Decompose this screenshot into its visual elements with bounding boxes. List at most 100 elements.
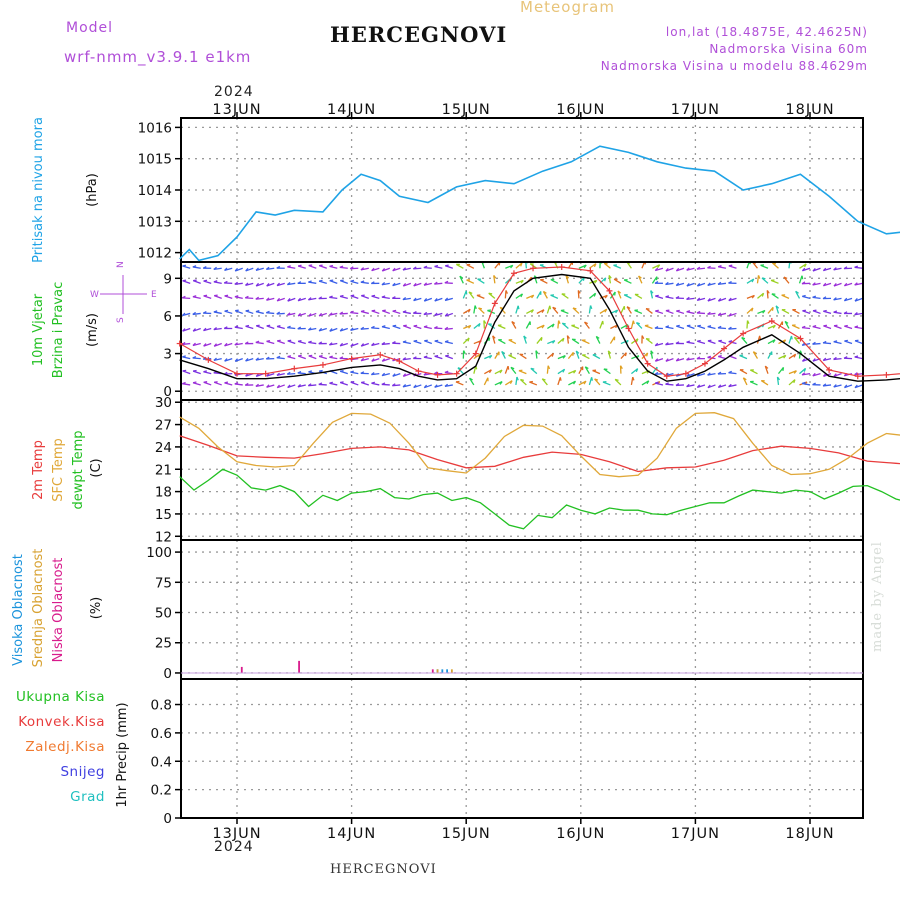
wind-arrow-head [790,263,792,264]
wind-arrow-head [604,308,608,313]
wind-arrow-head [886,328,889,330]
wind-arrow-head [686,340,691,343]
wind-arrow-head [802,294,806,297]
wind-arrow-head [297,312,302,317]
wind-arrow-head [255,383,259,387]
y-tick-label: 21 [155,462,172,478]
wind-arrow-head [329,312,333,316]
wind-arrow-head [728,312,732,317]
wind-arrow-head [172,265,175,266]
wind-arrow-head [423,265,428,269]
wind-arrow-head [886,297,889,299]
wind-arrow-head [213,310,218,313]
wind-arrow-head [665,281,669,286]
wind-arrow-head [593,263,597,268]
wind-arrow-head [392,282,396,287]
wind-arrow-head [444,280,449,284]
wind-arrow-head [547,365,551,370]
wind-arrow-head [468,325,472,329]
wind-arrow-head [213,327,217,331]
panel-frame [180,117,864,263]
wind-arrow-head [876,355,879,356]
wind-arrow-head [686,282,690,287]
wind-arrow-head [676,309,680,312]
wind-arrow-head [843,266,848,270]
wind-arrow-head [340,279,344,282]
wind-arrow-head [286,371,291,375]
wind-arrow-head [822,296,827,300]
wind-arrow-head [741,336,746,340]
wind-arrow-head [865,265,868,266]
wind-arrow-head [505,290,508,294]
wind-arrow-head [182,355,186,358]
wind-arrow-head [776,376,781,381]
wind-arrow-head [833,356,837,360]
wind-arrow [876,328,884,329]
y-tick-label: 0.2 [151,783,172,799]
wind-arrow-head [402,383,407,388]
wind-arrow-head [402,296,407,301]
wind-arrow-head [276,282,281,287]
wind-arrow-head [562,322,566,325]
wind-arrow-head [675,282,680,286]
wind-arrow-head [434,325,438,329]
wind-arrow-head [329,381,333,384]
wind-arrow-head [802,309,807,312]
wind-arrow-head [255,267,259,271]
wind-arrow-head [764,365,769,369]
wind-arrow-head [654,326,659,329]
wind-arrow-head [865,356,868,357]
wind-arrow-head [244,382,249,386]
wind-arrow-head [876,281,879,282]
wind-arrow-head [635,368,639,373]
wind-arrow-head [424,339,428,342]
wind-arrow-head [488,369,492,374]
y-tick-label: 18 [155,485,172,501]
low-cloud-axis-label: Niska Oblacnost [51,558,66,663]
wind-arrow-head [876,265,879,266]
wind-arrow-head [728,264,733,267]
wind-arrow-head [391,296,396,299]
wind-arrow-head [707,325,712,328]
wind-arrow-head [245,324,250,327]
wind-arrow-head [897,342,900,344]
wind-arrow-head [573,370,577,374]
wind-arrow-head [717,312,722,316]
wind-arrow-head [423,355,428,358]
wind-arrow-head [360,267,365,271]
wind-arrow-head [886,342,889,344]
y-tick-label: 24 [155,440,172,456]
wind-arrow-head [308,370,313,373]
y-tick-label: 1013 [138,214,172,230]
wind-arrow-head [697,339,701,342]
wind-arrow [876,266,884,269]
wind-arrow-head [510,366,515,370]
wind-arrow-head [402,340,407,343]
wind-arrow-head [459,275,464,279]
wind-arrow-head [392,309,397,312]
wind-arrow-head [319,264,323,267]
wind-speed-line [179,273,900,382]
wind-arrow [876,298,884,300]
wind-arrow-head [223,280,228,284]
wind-axis-label-2: Brzina i Pravac [51,282,66,379]
wind-arrow-head [854,355,859,358]
wind-arrow-head [339,356,344,360]
wind-arrow-head [392,267,396,272]
wind-arrow-head [276,311,281,315]
wind-arrow-head [707,282,711,286]
wind-arrow-head [771,307,774,311]
wind-arrow-head [360,343,365,347]
wind-arrow-head [172,355,175,356]
wind-arrow-head [234,358,239,362]
wind-arrow-head [812,282,816,286]
wind-arrow-head [234,295,239,298]
wind-arrow-head [801,275,804,280]
wind-arrow-head [627,263,631,264]
wind-arrow-head [572,307,577,310]
wind-arrow-head [434,384,438,388]
wind-arrow-head [675,295,680,299]
wind-arrow-head [413,356,417,360]
wind-arrow-head [488,337,491,342]
wind-arrow-head [717,371,722,375]
